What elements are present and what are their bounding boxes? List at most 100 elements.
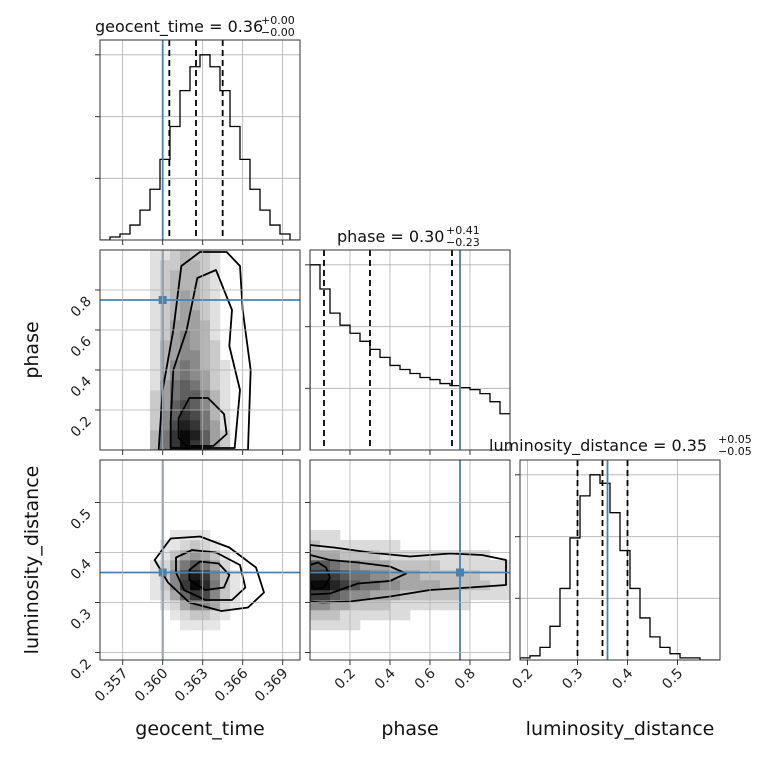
density-cell: [310, 560, 321, 571]
density-cell: [210, 620, 221, 631]
density-cell: [210, 310, 221, 321]
density-cell: [330, 590, 341, 601]
density-cell: [170, 550, 181, 561]
density-cell: [440, 600, 451, 611]
density-cell: [200, 430, 211, 441]
density-cell: [190, 430, 201, 441]
density-cell: [490, 560, 501, 571]
density-cell: [200, 590, 211, 601]
density-cell: [340, 590, 351, 601]
density-cell: [150, 330, 161, 341]
contour-line: [310, 554, 407, 596]
density-cell: [390, 610, 401, 621]
density-cell: [180, 530, 191, 541]
density-cell: [180, 250, 191, 261]
density-cell: [330, 530, 341, 541]
density-cell: [170, 270, 181, 281]
density-cell: [330, 550, 341, 561]
density-cell: [180, 420, 191, 431]
density-cell: [160, 380, 171, 391]
density-cell: [430, 580, 441, 591]
density-cell: [190, 540, 201, 551]
y-tick-label: 0.6: [68, 333, 95, 360]
histogram-step-line: [100, 54, 300, 240]
density-cell: [160, 410, 171, 421]
density-cell: [160, 580, 171, 591]
density-cell: [390, 580, 401, 591]
density-cell: [360, 550, 371, 561]
y-axis-label-luminosity_distance: luminosity_distance: [21, 466, 43, 655]
density-cell: [170, 570, 181, 581]
density-cell: [200, 570, 211, 581]
histogram-step-line: [520, 474, 720, 660]
density-cell: [170, 320, 181, 331]
density-cell: [160, 590, 171, 601]
density-cell: [200, 410, 211, 421]
title-luminosity_distance-name: luminosity_distance: [489, 436, 648, 456]
density-cell: [180, 620, 191, 631]
density-cell: [450, 550, 461, 561]
x-tick-label: 0.363: [172, 666, 212, 706]
density-cell: [160, 310, 171, 321]
density-cell: [390, 540, 401, 551]
x-tick-label: 0.4: [372, 665, 399, 692]
density-cell: [150, 410, 161, 421]
density-cell: [210, 260, 221, 271]
density-cell: [340, 620, 351, 631]
density-cell: [150, 280, 161, 291]
title-luminosity_distance-minus: −0.05: [718, 445, 752, 458]
density-cell: [200, 310, 211, 321]
density-cell: [220, 400, 231, 411]
density-cell: [160, 290, 171, 301]
density-cell: [380, 570, 391, 581]
density-cell: [480, 570, 491, 581]
density-cell: [210, 550, 221, 561]
density-cell: [190, 580, 201, 591]
density-cell: [410, 570, 421, 581]
density-cell: [210, 380, 221, 391]
density-cell: [400, 570, 411, 581]
density-cell: [210, 590, 221, 601]
density-cell: [180, 550, 191, 561]
density-cell: [370, 580, 381, 591]
density-cell: [170, 540, 181, 551]
density-cell: [150, 400, 161, 411]
title-phase-plus: +0.41: [446, 224, 480, 237]
density-cell: [340, 550, 351, 561]
density-cell: [370, 570, 381, 581]
density-cell: [220, 570, 231, 581]
density-cell: [310, 600, 321, 611]
density-cell: [350, 540, 361, 551]
x-tick-label: 0.3: [559, 666, 586, 693]
density-cell: [310, 620, 321, 631]
density-cell: [500, 590, 510, 601]
density-cell: [150, 370, 161, 381]
x-tick-label: 0.5: [659, 666, 686, 693]
title-luminosity_distance-value: 0.35: [671, 436, 707, 455]
density-cell: [170, 300, 181, 311]
density-cell: [210, 350, 221, 361]
density-cell: [180, 370, 191, 381]
density-cell: [320, 540, 331, 551]
density-cell: [360, 590, 371, 601]
density-cell: [200, 620, 211, 631]
density-cell: [310, 530, 321, 541]
density-cell: [370, 540, 381, 551]
density-cell: [200, 390, 211, 401]
density-cell: [320, 610, 331, 621]
histogram-clip: [520, 460, 720, 660]
title-phase: phase = 0.30 +0.41 −0.23: [337, 224, 480, 249]
density-cell: [170, 610, 181, 621]
density-cell: [180, 540, 191, 551]
panel-frame: [519, 459, 721, 661]
density-cell: [190, 370, 201, 381]
density-panel-luminosity_distance-vs-geocent_time: 0.357 0.360 0.363 0.366 0.369 0.2 0.3 0.4 0.5: [68, 459, 301, 706]
density-cell: [160, 390, 171, 401]
density-cell: [170, 330, 181, 341]
density-cell: [500, 570, 510, 581]
density-cell: [360, 610, 371, 621]
density-cell: [330, 560, 341, 571]
density-cell: [190, 340, 201, 351]
density-cell: [320, 600, 331, 611]
density-cell: [380, 540, 391, 551]
